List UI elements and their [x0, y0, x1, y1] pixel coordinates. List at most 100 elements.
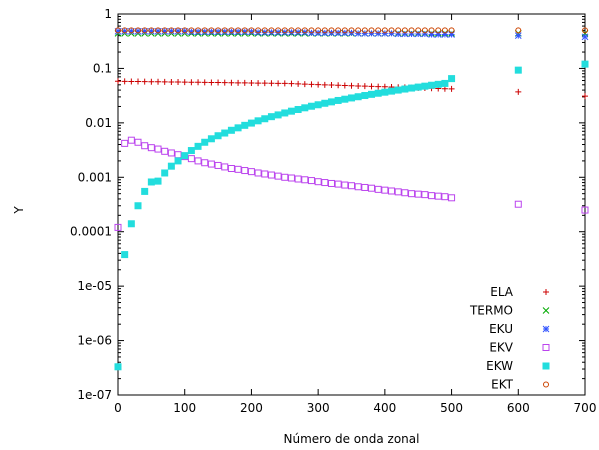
point-ekt — [361, 27, 368, 34]
point-ekv — [401, 189, 409, 197]
point-eku — [434, 31, 442, 38]
legend-label-ekv: EKV — [489, 341, 513, 355]
point-ekw — [434, 80, 442, 88]
point-eku — [148, 27, 155, 35]
point-ela — [161, 78, 168, 85]
point-ekv — [274, 172, 282, 180]
point-eku — [368, 30, 375, 37]
point-ela — [301, 81, 308, 88]
point-ekv — [281, 173, 289, 181]
point-ekv — [187, 155, 195, 163]
point-ekt — [261, 27, 268, 34]
legend-marker-ekv — [542, 344, 550, 351]
point-ekt — [428, 27, 435, 34]
point-ekt — [328, 27, 335, 34]
legend-label-ekw: EKW — [486, 359, 513, 373]
point-ekw — [247, 119, 255, 127]
point-ekv — [214, 161, 222, 169]
point-ekt — [201, 27, 208, 34]
point-ekv — [254, 169, 262, 177]
y-tick-label: 1e-07 — [77, 388, 112, 402]
x-tick-label: 200 — [240, 401, 263, 415]
series-ekt — [115, 27, 588, 34]
point-eku — [448, 31, 455, 38]
point-ekw — [401, 85, 409, 93]
point-eku — [134, 27, 142, 35]
ticks: 1e-07 1e-06 1e-05 0.0001 0.001 0.01 0.1 1 0 100 20… — [70, 7, 596, 415]
point-ekw — [167, 162, 175, 170]
point-ekv — [201, 159, 209, 167]
point-ekw — [207, 135, 215, 143]
point-eku — [274, 29, 282, 36]
point-ela — [215, 79, 222, 86]
point-ekt — [395, 27, 402, 34]
point-eku — [388, 30, 395, 37]
point-ekv — [261, 170, 269, 178]
point-eku — [161, 27, 169, 35]
point-ekt — [288, 27, 295, 34]
point-ela — [121, 78, 128, 85]
point-ekt — [301, 27, 308, 34]
point-eku — [428, 31, 435, 38]
x-tick-label: 600 — [507, 401, 530, 415]
point-ekw — [161, 169, 169, 177]
point-ekt — [155, 27, 162, 34]
x-tick-label: 100 — [173, 401, 196, 415]
y-tick-label: 0.01 — [85, 116, 112, 130]
point-ekv — [368, 184, 376, 192]
point-ekt — [188, 27, 195, 34]
point-eku — [361, 30, 369, 37]
point-eku — [381, 30, 389, 37]
point-ekw — [307, 102, 315, 110]
point-ekw — [581, 60, 589, 68]
point-ekw — [421, 82, 429, 90]
point-eku — [127, 27, 135, 35]
point-eku — [288, 29, 295, 36]
point-ekt — [315, 27, 322, 34]
point-ekw — [314, 101, 322, 109]
point-ela — [141, 78, 148, 85]
plot-frame — [117, 13, 586, 396]
point-ekw — [214, 132, 222, 140]
point-ekv — [374, 185, 382, 193]
point-ekv — [341, 181, 349, 189]
point-ekw — [194, 142, 202, 150]
point-ekt — [368, 27, 375, 34]
point-ekt — [281, 27, 288, 34]
point-ekt — [161, 27, 168, 34]
point-ekw — [381, 88, 389, 96]
point-ekt — [401, 27, 408, 34]
point-ela — [281, 80, 288, 87]
point-ekv — [441, 193, 449, 201]
x-tick-label: 700 — [574, 401, 597, 415]
legend-marker-ela — [543, 289, 549, 295]
point-ekv — [581, 206, 589, 214]
y-tick-label: 1e-06 — [77, 334, 112, 348]
point-ekv — [161, 147, 169, 155]
point-ela — [168, 78, 175, 85]
point-ekv — [307, 177, 315, 185]
point-eku — [401, 30, 409, 38]
point-eku — [581, 33, 589, 41]
legend-label-ekt: EKT — [491, 378, 514, 392]
y-tick-label: 0.1 — [93, 61, 112, 75]
point-ela — [201, 79, 208, 86]
point-ekw — [368, 90, 376, 98]
x-tick-label: 400 — [373, 401, 396, 415]
y-axis-label: Y — [12, 206, 26, 215]
point-ekv — [428, 192, 436, 200]
point-ekt — [415, 27, 422, 34]
point-ela — [315, 81, 322, 88]
point-eku — [221, 28, 229, 36]
point-ekw — [201, 138, 209, 146]
point-ekv — [414, 190, 422, 198]
point-ekw — [261, 115, 269, 123]
point-ekw — [134, 202, 142, 210]
point-ela — [348, 82, 355, 89]
point-ela — [295, 80, 302, 87]
point-ekv — [147, 144, 155, 152]
point-ekw — [448, 75, 456, 83]
point-ekw — [147, 178, 155, 186]
point-eku — [181, 27, 189, 35]
